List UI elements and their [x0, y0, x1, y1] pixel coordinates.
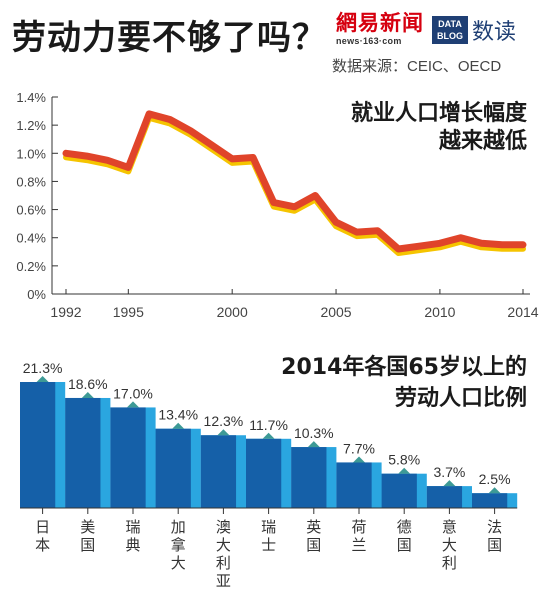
category-label: 意大利 — [442, 518, 457, 572]
brand-label: 数读 — [472, 20, 517, 45]
category-label: 美国 — [80, 519, 95, 554]
data-point — [294, 206, 295, 208]
bar — [472, 493, 508, 508]
netease-news-logo: 網易新闻 news·163·com — [336, 12, 428, 48]
y-tick-label: 1.0% — [16, 146, 46, 161]
bar-value-label: 10.3% — [294, 425, 334, 441]
category-label: 瑞典 — [125, 519, 140, 554]
category-label: 瑞士 — [261, 519, 276, 554]
bar — [381, 473, 417, 508]
bar-marker — [488, 487, 501, 494]
data-point — [418, 245, 420, 247]
logo-text: 網易新闻 — [336, 10, 424, 35]
bar-value-label: 21.3% — [23, 360, 63, 376]
bar-value-label: 11.7% — [249, 417, 288, 433]
bar-value-label: 12.3% — [204, 413, 244, 429]
bar — [65, 397, 101, 508]
data-point — [190, 130, 192, 132]
bar-marker — [36, 376, 49, 382]
bar-value-label: 18.6% — [68, 376, 108, 392]
data-point — [231, 158, 233, 160]
datablog-line1: DATA — [438, 19, 462, 29]
bar-marker — [217, 429, 230, 436]
x-tick-label: 2010 — [424, 304, 455, 320]
line-chart: 0% 0.2% 0.4% 0.6% 0.8% 1.0% 1.2% 1.4% 1992 1995 20… — [16, 90, 538, 320]
bar-marker — [127, 401, 139, 408]
data-point — [480, 242, 482, 244]
source-note: 数据来源：CEIC、OECD — [332, 58, 502, 75]
y-tick-label: 0% — [27, 287, 46, 302]
bar-value-label: 5.8% — [388, 452, 420, 468]
x-tick-label: 2005 — [320, 304, 351, 320]
bar — [155, 428, 191, 508]
bar — [426, 486, 463, 508]
bar-value-label: 2.5% — [479, 471, 511, 487]
data-point — [273, 202, 275, 204]
y-tick-label: 1.4% — [16, 90, 46, 105]
bar — [20, 382, 56, 508]
data-point — [127, 166, 129, 168]
bar-marker — [353, 456, 365, 463]
category-label: 日本 — [35, 519, 50, 554]
datablog-badge: DATA BLOG — [432, 16, 468, 44]
bar-value-label: 3.7% — [433, 464, 465, 480]
bar-marker — [81, 391, 94, 398]
y-tick-label: 1.2% — [16, 118, 46, 133]
data-point — [86, 155, 88, 157]
data-point — [314, 195, 316, 196]
bar-value-label: 13.4% — [158, 407, 198, 423]
category-label: 澳大利亚 — [216, 519, 231, 590]
bar-value-label: 17.0% — [113, 385, 153, 401]
x-tick-label: 2000 — [217, 304, 248, 320]
bar-marker — [307, 441, 320, 448]
bar-value-label: 7.7% — [343, 440, 375, 456]
category-label: 英国 — [306, 518, 321, 554]
data-point — [522, 244, 524, 246]
datablog-line2: BLOG — [437, 31, 463, 41]
bar-chart-title: 劳动人口比例 — [395, 385, 527, 411]
category-label: 加拿大 — [171, 519, 186, 572]
category-label: 法国 — [487, 519, 502, 554]
data-point — [501, 244, 503, 246]
bar — [246, 438, 282, 508]
bar — [336, 462, 372, 508]
line-chart-title: 越来越低 — [438, 129, 527, 154]
data-point — [169, 119, 171, 121]
data-point — [148, 113, 150, 115]
x-tick-label: 1995 — [113, 304, 144, 320]
category-label: 德国 — [397, 518, 412, 554]
data-point — [356, 231, 358, 233]
bar-marker — [443, 480, 456, 487]
data-point — [252, 157, 254, 159]
y-tick-label: 0.6% — [16, 203, 46, 218]
y-tick-label: 0.2% — [16, 259, 46, 274]
data-point — [439, 242, 441, 244]
bar-chart-title: 2014年各国65岁以上的 — [281, 354, 527, 380]
bar-marker — [398, 467, 411, 474]
category-label: 荷兰 — [351, 519, 366, 554]
logo-url: news·163·com — [336, 36, 402, 46]
x-tick-label: 2014 — [507, 304, 538, 320]
page-title: 劳动力要不够了吗？ — [12, 18, 327, 58]
bar-marker — [172, 422, 185, 429]
bar — [291, 447, 327, 508]
bar — [200, 435, 237, 508]
y-tick-label: 0.4% — [16, 231, 46, 246]
data-point — [397, 248, 399, 250]
data-point — [107, 159, 109, 161]
x-tick-label: 1992 — [50, 304, 81, 320]
data-point — [460, 237, 462, 239]
data-point — [335, 221, 337, 223]
bar-marker — [262, 432, 275, 439]
y-tick-label: 0.8% — [16, 174, 46, 189]
data-point — [65, 152, 67, 154]
data-point — [377, 230, 379, 232]
line-chart-title: 就业人口增长幅度 — [351, 100, 528, 126]
data-point — [210, 144, 212, 146]
bar — [110, 407, 146, 508]
